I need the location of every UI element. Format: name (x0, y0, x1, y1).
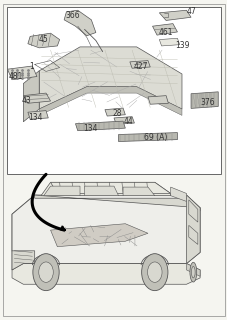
Polygon shape (50, 224, 147, 247)
Polygon shape (39, 47, 181, 109)
Polygon shape (12, 195, 199, 264)
Polygon shape (35, 195, 199, 211)
Polygon shape (123, 187, 154, 196)
Polygon shape (64, 10, 95, 36)
Polygon shape (44, 186, 80, 196)
Polygon shape (186, 195, 199, 264)
Polygon shape (12, 264, 199, 284)
Polygon shape (186, 264, 199, 276)
Polygon shape (190, 92, 217, 108)
Ellipse shape (189, 262, 196, 282)
Text: 45: 45 (39, 35, 48, 44)
Text: 134: 134 (83, 124, 97, 133)
Text: 376: 376 (200, 98, 215, 107)
Circle shape (33, 254, 59, 291)
Circle shape (141, 254, 167, 291)
Text: 481: 481 (8, 72, 22, 81)
Text: 366: 366 (66, 11, 80, 20)
Polygon shape (41, 182, 170, 196)
Text: 134: 134 (28, 114, 43, 123)
Text: 28: 28 (112, 109, 122, 118)
Polygon shape (50, 182, 170, 194)
Polygon shape (104, 108, 125, 116)
FancyBboxPatch shape (7, 7, 220, 174)
Polygon shape (75, 121, 125, 131)
Ellipse shape (191, 267, 194, 278)
Polygon shape (12, 251, 35, 270)
Polygon shape (188, 225, 197, 244)
Polygon shape (12, 195, 35, 270)
Polygon shape (147, 96, 168, 104)
Polygon shape (7, 66, 37, 80)
Polygon shape (152, 24, 177, 35)
Polygon shape (129, 60, 150, 68)
Text: 43: 43 (22, 96, 32, 105)
Text: 69 (A): 69 (A) (144, 133, 167, 142)
Polygon shape (28, 111, 48, 119)
Polygon shape (28, 33, 59, 48)
Text: 427: 427 (133, 61, 148, 70)
Polygon shape (23, 93, 50, 103)
Polygon shape (23, 71, 39, 122)
Text: 139: 139 (174, 41, 188, 51)
Polygon shape (114, 117, 134, 124)
Polygon shape (39, 87, 181, 116)
Polygon shape (159, 38, 179, 46)
Text: 47: 47 (185, 7, 195, 16)
Circle shape (147, 262, 161, 282)
Text: 1: 1 (29, 62, 34, 71)
Text: 461: 461 (158, 28, 173, 37)
Text: 44: 44 (123, 116, 133, 126)
Polygon shape (170, 187, 186, 201)
Circle shape (39, 262, 53, 282)
Polygon shape (159, 10, 190, 20)
Polygon shape (118, 132, 177, 141)
Polygon shape (188, 200, 197, 222)
Polygon shape (84, 186, 118, 196)
